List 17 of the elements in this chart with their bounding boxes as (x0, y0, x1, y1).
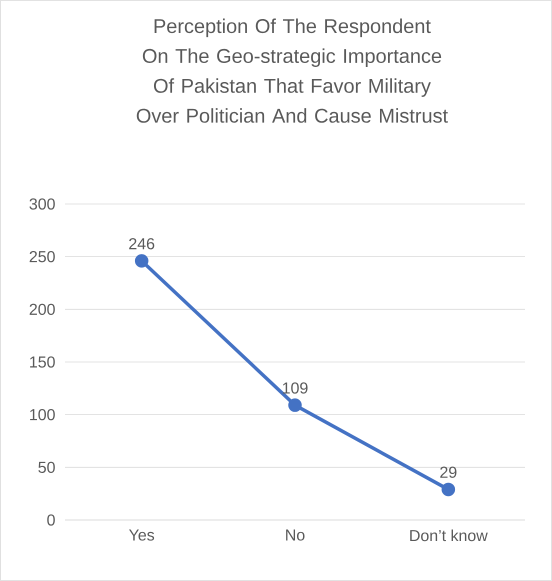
y-tick-label: 300 (29, 198, 55, 210)
x-tick-label: Yes (129, 530, 154, 541)
y-tick-label: 250 (30, 251, 55, 262)
x-tick-label: No (286, 530, 305, 541)
point (134, 254, 148, 268)
point (442, 482, 456, 496)
chart-title: Perception Of The Respondent On The Geo-strategic Importance Of Pakistan That Favor Military Over Politician And Cause Mistrust (136, 18, 448, 123)
y-tick-label: 100 (30, 409, 55, 420)
data-label: 246 (129, 238, 154, 250)
y-tick-label: 0 (47, 514, 55, 526)
y-tick-label: 50 (38, 462, 55, 473)
x-tick-label: Don’t know (410, 530, 488, 542)
data-label: 109 (282, 382, 308, 394)
y-tick-label: 200 (30, 304, 55, 315)
data-label: 29 (440, 466, 456, 478)
point (288, 398, 302, 412)
y-tick-label: 150 (30, 356, 55, 368)
